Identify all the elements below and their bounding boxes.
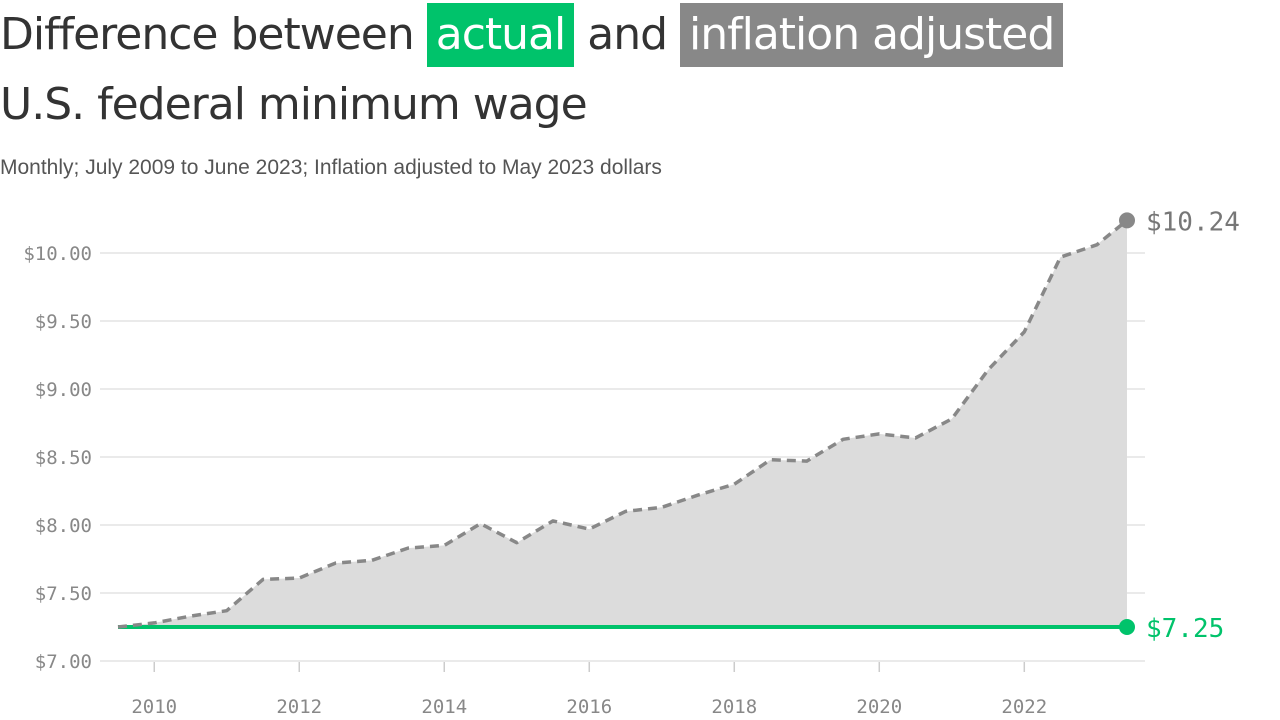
actual-end-label: $7.25 <box>1146 614 1224 644</box>
inflation-end-label: $10.24 <box>1146 207 1240 237</box>
area-layer <box>118 220 1127 627</box>
chart-subtitle: Monthly; July 2009 to June 2023; Inflati… <box>0 156 662 179</box>
title-part1: Difference between <box>0 9 415 60</box>
x-tick-label: 2012 <box>276 696 322 718</box>
x-tick-label: 2018 <box>711 696 757 718</box>
y-tick-label: $7.50 <box>35 583 92 605</box>
x-tick-label: 2020 <box>856 696 902 718</box>
x-axis: 2010 2012 2014 2016 2018 2020 2022 <box>131 662 1047 718</box>
inflation-adjusted-line <box>117 219 1129 629</box>
line-layer <box>117 212 1135 635</box>
x-tick-label: 2022 <box>1001 696 1047 718</box>
end-labels: $10.24 $7.25 <box>1146 207 1240 644</box>
title-actual-highlight: actual <box>426 3 575 67</box>
title-line2: U.S. federal minimum wage <box>0 79 588 130</box>
actual-end-point <box>1119 619 1135 635</box>
inflation-end-point <box>1119 212 1135 229</box>
y-tick-label: $7.00 <box>35 651 92 673</box>
y-axis: $10.00 $9.50 $9.00 $8.50 $8.00 $7.50 $7.00 <box>23 243 92 673</box>
x-tick-label: 2010 <box>131 696 177 718</box>
y-tick-label: $8.50 <box>35 447 92 469</box>
x-tick-label: 2014 <box>421 696 467 718</box>
y-tick-label: $10.00 <box>23 243 92 265</box>
chart-title: Difference between actual and inflation … <box>0 0 1270 140</box>
x-tick-label: 2016 <box>566 696 612 718</box>
y-tick-label: $9.50 <box>35 311 92 333</box>
y-tick-label: $8.00 <box>35 515 92 537</box>
gap-area <box>118 220 1127 627</box>
title-inflation-highlight: inflation adjusted <box>680 3 1064 67</box>
y-tick-label: $9.00 <box>35 379 92 401</box>
title-part2: and <box>587 9 668 60</box>
